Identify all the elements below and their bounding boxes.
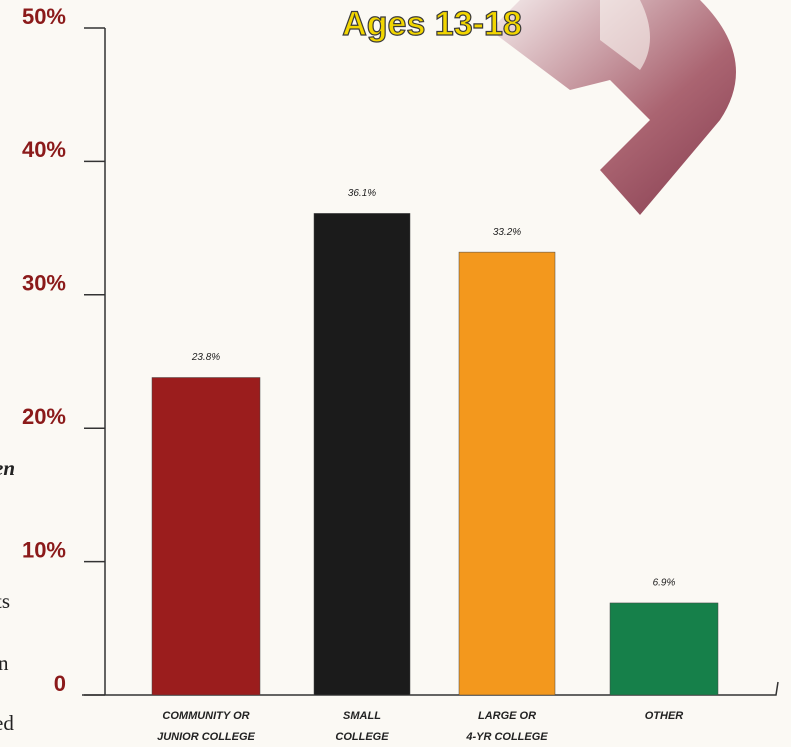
x-tick-label: SMALL [343, 710, 381, 722]
value-label: 23.8% [191, 352, 220, 363]
chart-title: Ages 13-18 [342, 5, 522, 43]
y-tick-label: 10% [22, 537, 66, 562]
value-label: 6.9% [653, 578, 676, 589]
y-tick-label: 20% [22, 404, 66, 429]
side-text: ed [0, 711, 14, 735]
value-label: 33.2% [493, 227, 521, 238]
side-text: ts [0, 589, 10, 613]
side-text: n [0, 651, 9, 675]
x-axis [82, 681, 779, 696]
x-tick-label: LARGE OR [478, 710, 536, 722]
y-tick-label: 0 [54, 671, 66, 696]
side-text: en [0, 456, 15, 480]
bar [609, 602, 719, 696]
decoration [490, 0, 736, 215]
bar [151, 377, 261, 696]
y-tick-label: 30% [22, 271, 66, 296]
x-tick-label: JUNIOR COLLEGE [157, 731, 255, 743]
value-label: 36.1% [348, 188, 376, 199]
x-tick-label: COLLEGE [335, 731, 389, 743]
x-tick-label: OTHER [645, 710, 684, 722]
x-tick-label: COMMUNITY OR [162, 710, 249, 722]
y-tick-label: 40% [22, 137, 66, 162]
x-tick-label: 4-YR COLLEGE [465, 731, 548, 743]
bar [458, 251, 556, 696]
bar [313, 213, 411, 696]
y-tick-label: 50% [22, 4, 66, 29]
